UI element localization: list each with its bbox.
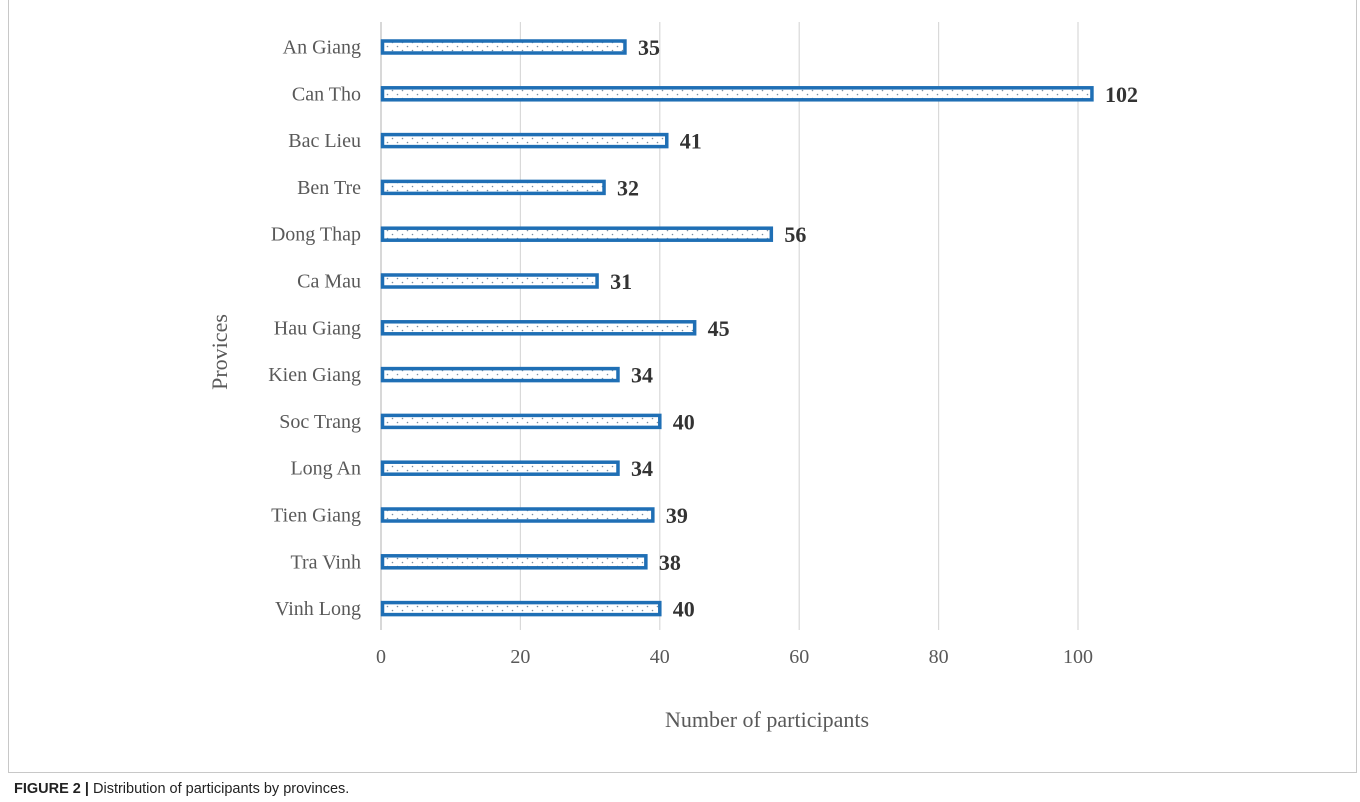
- category-labels: An Giang Can Tho Bac Lieu Ben Tre Dong Thap C…: [268, 37, 361, 621]
- bar: [380, 507, 655, 523]
- data-label: 32: [617, 175, 639, 200]
- data-label: 35: [638, 35, 660, 60]
- bar: [380, 366, 620, 383]
- category-label: Ca Mau: [297, 271, 361, 293]
- category-label: Kien Giang: [268, 364, 361, 386]
- category-label: Ben Tre: [297, 177, 361, 199]
- category-label: Bac Lieu: [288, 130, 361, 152]
- data-label: 39: [666, 503, 688, 528]
- x-tick-label: 40: [650, 646, 670, 668]
- x-tick-label: 100: [1063, 646, 1093, 668]
- bar: [380, 273, 599, 289]
- category-label: Tra Vinh: [291, 551, 362, 573]
- data-label: 56: [784, 222, 806, 247]
- figure-frame: [8, 0, 1357, 773]
- bar: [380, 132, 669, 149]
- x-tick-label: 60: [789, 646, 809, 668]
- figure-caption: FIGURE 2 | Distribution of participants …: [14, 781, 349, 797]
- data-label: 45: [708, 316, 730, 341]
- y-axis-title: Provices: [207, 314, 232, 390]
- bar: [380, 413, 662, 430]
- data-label: 38: [659, 550, 681, 575]
- data-label: 34: [631, 363, 653, 388]
- x-axis-title: Number of participants: [665, 707, 869, 732]
- caption-text: Distribution of participants by province…: [93, 781, 350, 797]
- figure-number: FIGURE 2 |: [14, 781, 89, 797]
- bar: [380, 226, 774, 242]
- data-label: 41: [680, 129, 702, 154]
- data-label: 102: [1105, 82, 1138, 107]
- bars: 35 102 41 32 56 31 45 34 40 34 39 38 40: [380, 35, 1138, 622]
- x-tick-label: 0: [376, 646, 386, 668]
- data-label: 34: [631, 456, 653, 481]
- x-tick-label: 80: [929, 646, 949, 668]
- category-label: Tien Giang: [271, 505, 361, 527]
- category-label: Long An: [290, 458, 361, 480]
- bar: [380, 460, 620, 476]
- category-label: Vinh Long: [275, 598, 361, 620]
- category-label: Hau Giang: [274, 317, 361, 339]
- bar: [380, 554, 648, 570]
- data-label: 40: [673, 597, 695, 622]
- data-label: 31: [610, 269, 632, 294]
- bar: [380, 39, 627, 55]
- bar: [380, 179, 606, 196]
- category-label: Can Tho: [292, 83, 361, 105]
- data-label: 40: [673, 409, 695, 434]
- category-label: An Giang: [283, 37, 361, 59]
- x-tick-label: 20: [510, 646, 530, 668]
- category-label: Dong Thap: [271, 224, 361, 246]
- bar: [380, 86, 1094, 102]
- bar-chart: 35 102 41 32 56 31 45 34 40 34 39 38 40 An Giang Can …: [207, 22, 1138, 732]
- x-tick-labels: 0 20 40 60 80 100: [376, 646, 1093, 668]
- bar: [380, 320, 697, 336]
- bar: [380, 600, 662, 617]
- category-label: Soc Trang: [279, 411, 361, 433]
